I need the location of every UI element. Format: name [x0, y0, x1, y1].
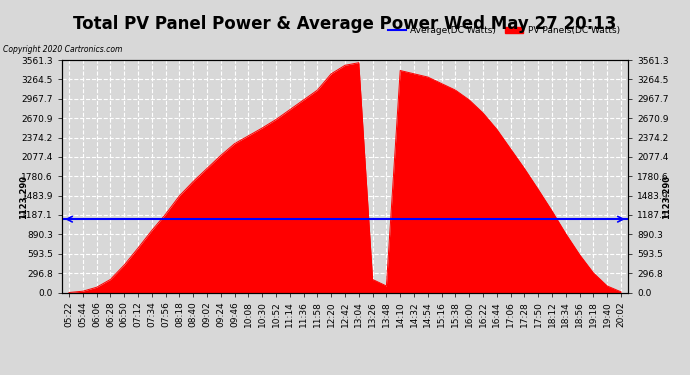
- Legend: Average(DC Watts), PV Panels(DC Watts): Average(DC Watts), PV Panels(DC Watts): [384, 22, 623, 39]
- Text: Total PV Panel Power & Average Power Wed May 27 20:13: Total PV Panel Power & Average Power Wed…: [73, 15, 617, 33]
- Text: 1123.290: 1123.290: [19, 175, 28, 219]
- Text: Copyright 2020 Cartronics.com: Copyright 2020 Cartronics.com: [3, 45, 123, 54]
- Text: 1123.290: 1123.290: [662, 175, 671, 219]
